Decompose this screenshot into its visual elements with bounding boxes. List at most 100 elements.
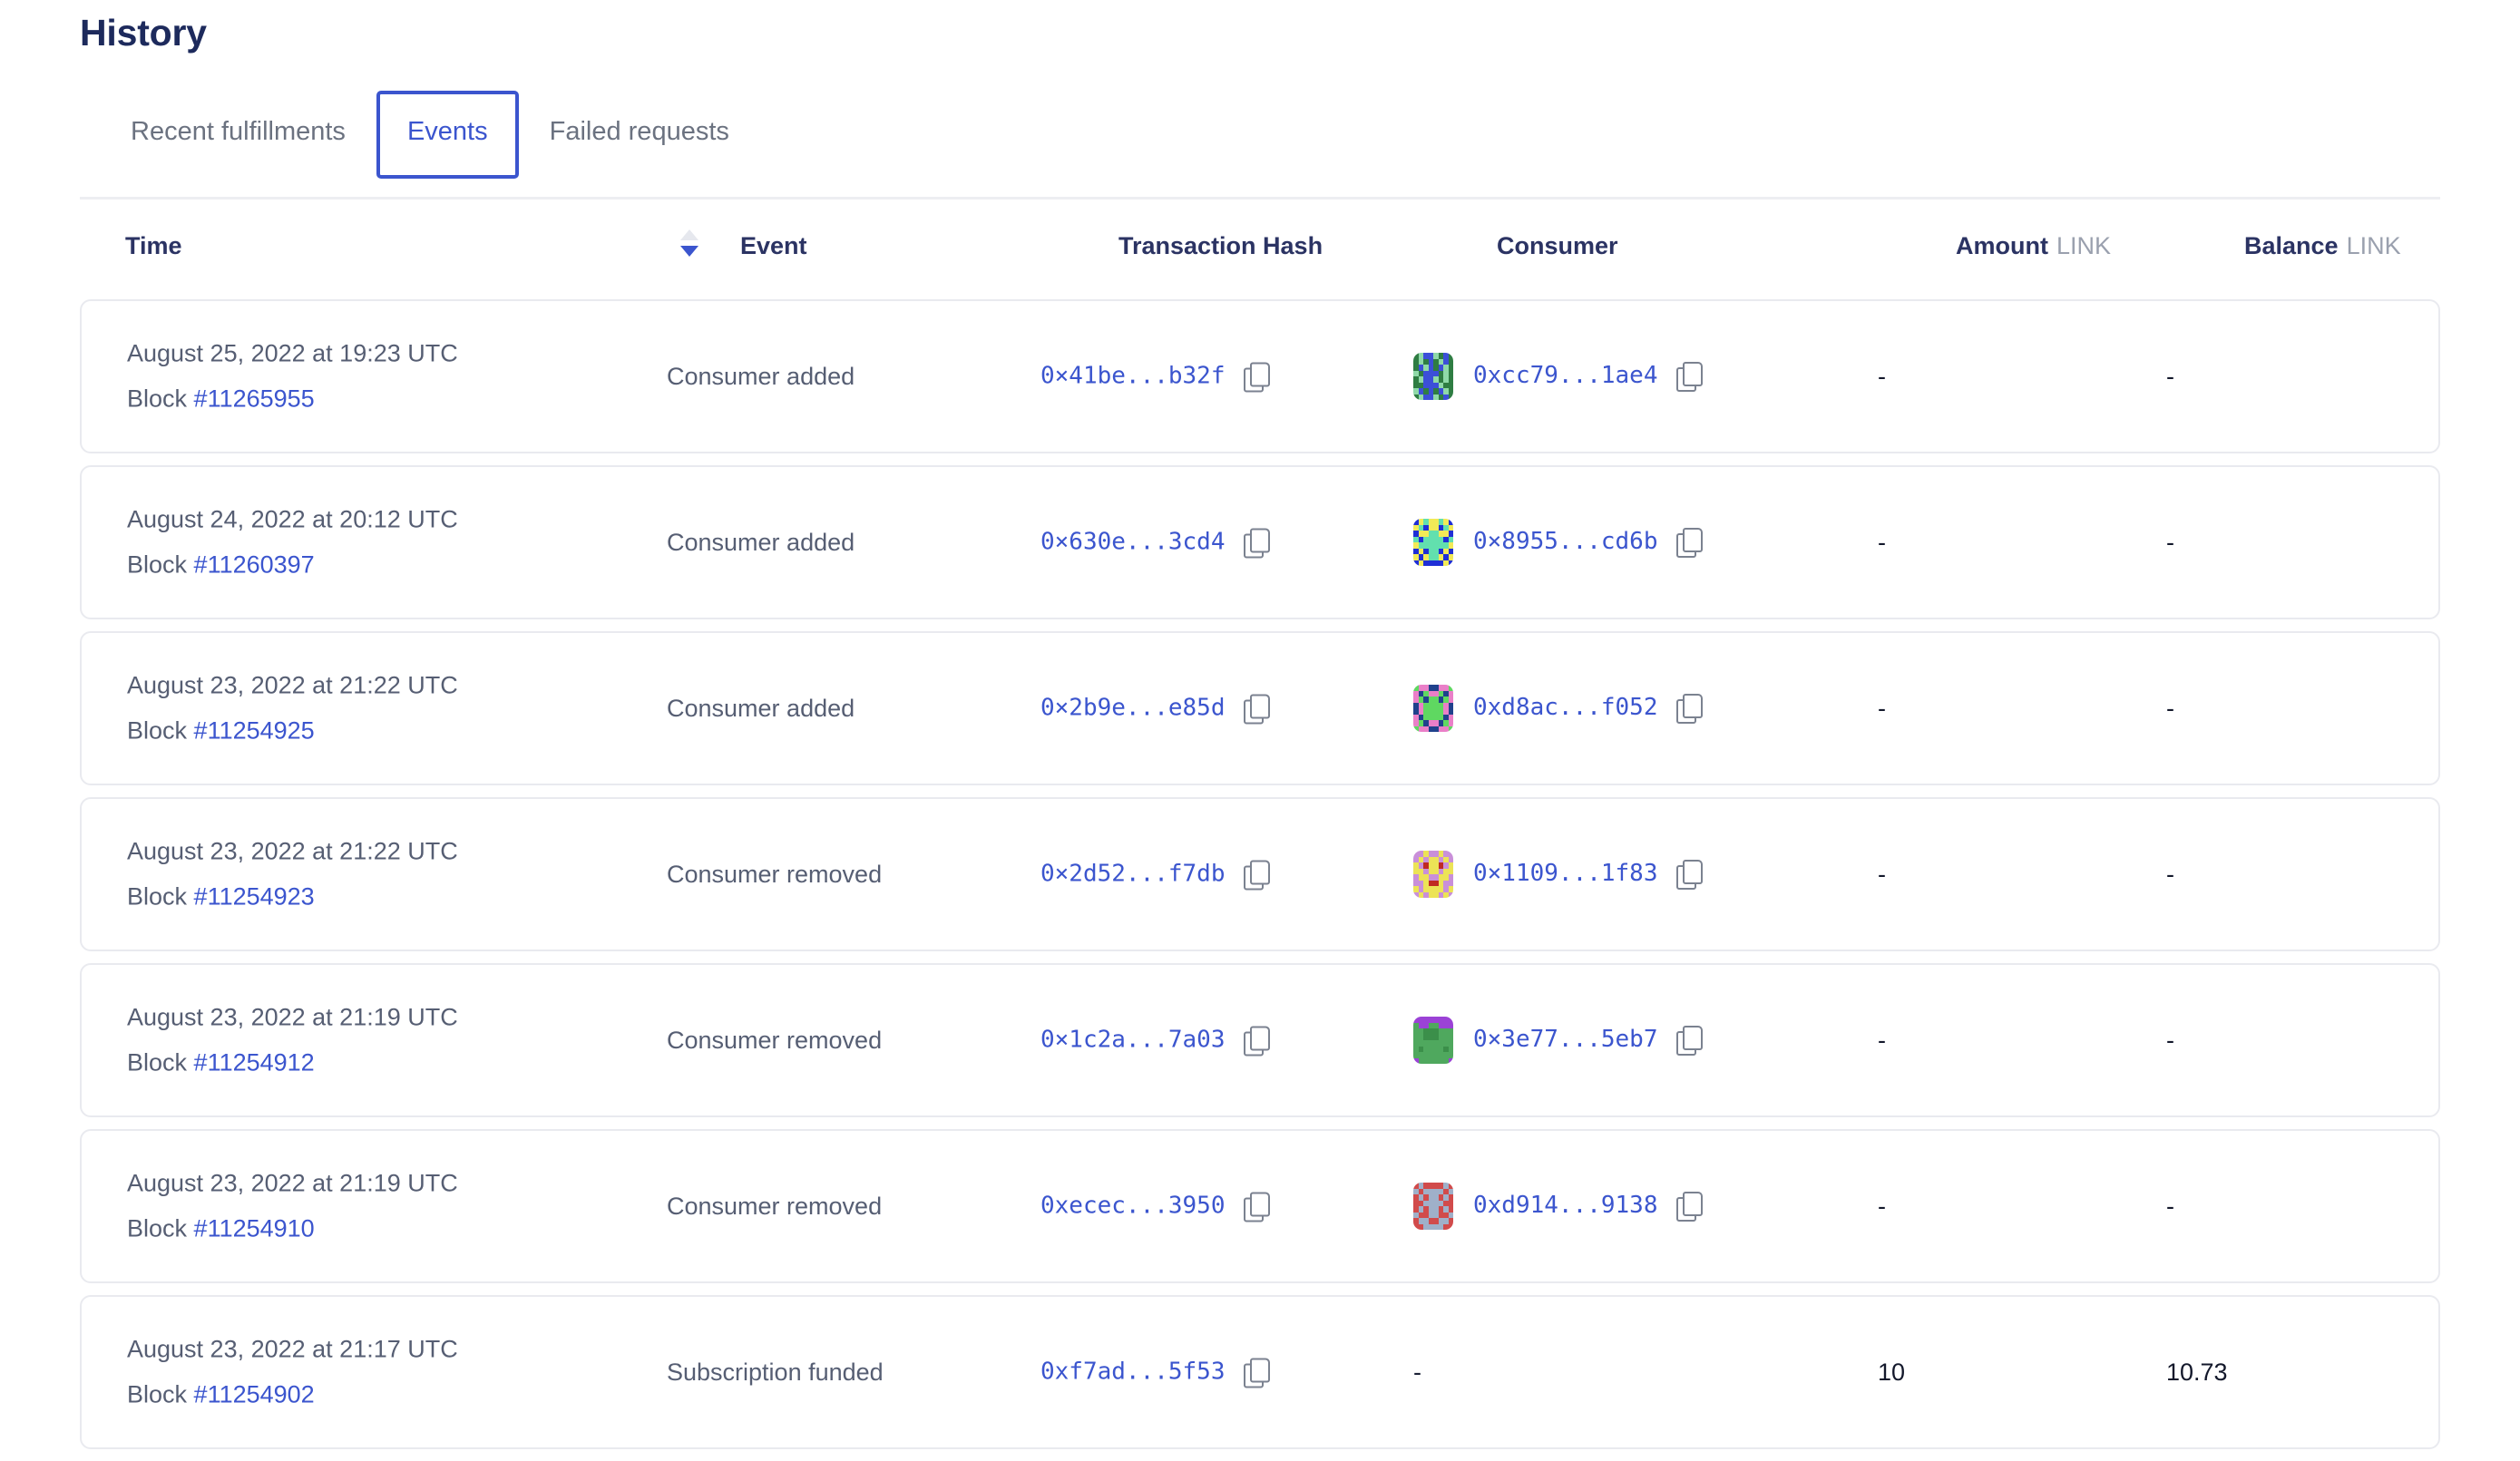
avatar	[1413, 353, 1453, 400]
page-title: History	[80, 12, 207, 54]
copy-icon[interactable]	[1243, 1192, 1270, 1222]
cell-consumer: 0×1109...1f83	[1413, 851, 1703, 898]
cell-event: Consumer added	[667, 528, 855, 556]
block-line: Block #11254923	[127, 881, 635, 913]
cell-amount: -	[1878, 1192, 1886, 1220]
consumer-address-link[interactable]: 0xcc79...1ae4	[1473, 362, 1658, 390]
tab-label: Events	[406, 117, 488, 146]
tab-recent-fulfillments[interactable]: Recent fulfillments	[80, 91, 376, 179]
table-row: August 23, 2022 at 21:22 UTC Block #11254…	[80, 797, 2440, 951]
transaction-hash-link[interactable]: 0×630e...3cd4	[1040, 528, 1226, 556]
block-number-link[interactable]: #11254923	[193, 883, 315, 911]
event-timestamp: August 23, 2022 at 21:22 UTC	[127, 671, 458, 699]
block-number-link[interactable]: #11260397	[193, 551, 315, 579]
cell-time: August 23, 2022 at 21:22 UTC Block #11254…	[127, 669, 635, 748]
consumer-address-link[interactable]: 0xd914...9138	[1473, 1192, 1658, 1220]
cell-balance: -	[2166, 528, 2174, 556]
copy-icon[interactable]	[1675, 528, 1703, 558]
copy-icon[interactable]	[1675, 1192, 1703, 1222]
avatar	[1413, 851, 1453, 898]
block-number-link[interactable]: #11254912	[193, 1049, 315, 1076]
tab-events[interactable]: Events	[376, 91, 519, 179]
column-label: Event	[740, 232, 807, 259]
copy-icon[interactable]	[1243, 362, 1270, 392]
block-line: Block #11254912	[127, 1047, 635, 1079]
cell-consumer: 0×3e77...5eb7	[1413, 1017, 1703, 1064]
copy-icon[interactable]	[1675, 694, 1703, 724]
table-row: August 23, 2022 at 21:19 UTC Block #11254…	[80, 963, 2440, 1117]
column-header-time[interactable]: Time	[125, 231, 182, 260]
cell-amount: -	[1878, 362, 1886, 390]
copy-icon[interactable]	[1675, 860, 1703, 890]
column-header-transaction-hash: Transaction Hash	[1118, 231, 1323, 260]
copy-icon[interactable]	[1243, 694, 1270, 724]
copy-icon[interactable]	[1243, 1358, 1270, 1388]
copy-icon[interactable]	[1243, 860, 1270, 890]
consumer-address-link[interactable]: 0×1109...1f83	[1473, 860, 1658, 888]
history-tabs: Recent fulfillments Events Failed reques…	[80, 91, 2440, 200]
copy-icon[interactable]	[1675, 1026, 1703, 1056]
cell-balance: -	[2166, 694, 2174, 722]
tab-label: Failed requests	[549, 117, 729, 146]
cell-balance: -	[2166, 1026, 2174, 1054]
copy-icon[interactable]	[1243, 528, 1270, 558]
table-row: August 23, 2022 at 21:22 UTC Block #11254…	[80, 631, 2440, 785]
cell-transaction-hash: 0xf7ad...5f53	[1040, 1356, 1270, 1388]
block-number-link[interactable]: #11254902	[193, 1381, 315, 1408]
column-label: Time	[125, 232, 182, 259]
transaction-hash-link[interactable]: 0xecec...3950	[1040, 1192, 1226, 1220]
consumer-address-link[interactable]: 0×3e77...5eb7	[1473, 1026, 1658, 1054]
block-label: Block	[127, 385, 188, 413]
transaction-hash-link[interactable]: 0×1c2a...7a03	[1040, 1026, 1226, 1054]
cell-amount: -	[1878, 694, 1886, 722]
cell-time: August 24, 2022 at 20:12 UTC Block #11260…	[127, 503, 635, 582]
table-row: August 25, 2022 at 19:23 UTC Block #11265…	[80, 299, 2440, 453]
sort-ascending-arrow-icon	[680, 229, 698, 240]
cell-consumer: 0xcc79...1ae4	[1413, 353, 1703, 400]
column-unit: LINK	[2056, 232, 2112, 259]
sort-toggle-time[interactable]	[679, 226, 702, 269]
event-timestamp: August 23, 2022 at 21:19 UTC	[127, 1003, 458, 1031]
event-timestamp: August 23, 2022 at 21:22 UTC	[127, 837, 458, 865]
block-label: Block	[127, 883, 188, 911]
cell-transaction-hash: 0xecec...3950	[1040, 1190, 1270, 1222]
transaction-hash-link[interactable]: 0xf7ad...5f53	[1040, 1358, 1226, 1386]
cell-transaction-hash: 0×2d52...f7db	[1040, 858, 1270, 890]
block-line: Block #11254925	[127, 715, 635, 747]
event-timestamp: August 24, 2022 at 20:12 UTC	[127, 505, 458, 533]
cell-transaction-hash: 0×2b9e...e85d	[1040, 692, 1270, 724]
cell-amount: 10	[1878, 1358, 1906, 1386]
cell-amount: -	[1878, 528, 1886, 556]
transaction-hash-link[interactable]: 0×2d52...f7db	[1040, 860, 1226, 888]
block-number-link[interactable]: #11265955	[193, 385, 315, 413]
block-number-link[interactable]: #11254925	[193, 717, 315, 745]
tab-label: Recent fulfillments	[131, 117, 346, 146]
consumer-address-link[interactable]: 0xd8ac...f052	[1473, 694, 1658, 722]
column-label: Transaction Hash	[1118, 232, 1323, 259]
cell-balance: 10.73	[2166, 1358, 2228, 1386]
event-timestamp: August 23, 2022 at 21:19 UTC	[127, 1169, 458, 1197]
block-line: Block #11260397	[127, 549, 635, 581]
cell-time: August 23, 2022 at 21:17 UTC Block #11254…	[127, 1333, 635, 1412]
column-label: Amount	[1956, 232, 2048, 259]
cell-event: Consumer added	[667, 362, 855, 390]
block-number-link[interactable]: #11254910	[193, 1215, 315, 1242]
column-header-amount: Amount LINK	[1956, 231, 2111, 260]
cell-transaction-hash: 0×630e...3cd4	[1040, 526, 1270, 558]
cell-consumer: 0×8955...cd6b	[1413, 519, 1703, 566]
avatar	[1413, 1183, 1453, 1230]
avatar	[1413, 519, 1453, 566]
transaction-hash-link[interactable]: 0×2b9e...e85d	[1040, 694, 1226, 722]
copy-icon[interactable]	[1675, 362, 1703, 392]
copy-icon[interactable]	[1243, 1026, 1270, 1056]
cell-consumer: 0xd914...9138	[1413, 1183, 1703, 1230]
table-row: August 23, 2022 at 21:19 UTC Block #11254…	[80, 1129, 2440, 1283]
transaction-hash-link[interactable]: 0×41be...b32f	[1040, 362, 1226, 390]
column-unit: LINK	[2346, 232, 2401, 259]
tab-failed-requests[interactable]: Failed requests	[519, 91, 760, 179]
event-timestamp: August 23, 2022 at 21:17 UTC	[127, 1335, 458, 1363]
avatar	[1413, 1017, 1453, 1064]
block-line: Block #11254910	[127, 1213, 635, 1245]
consumer-address-link[interactable]: 0×8955...cd6b	[1473, 528, 1658, 556]
